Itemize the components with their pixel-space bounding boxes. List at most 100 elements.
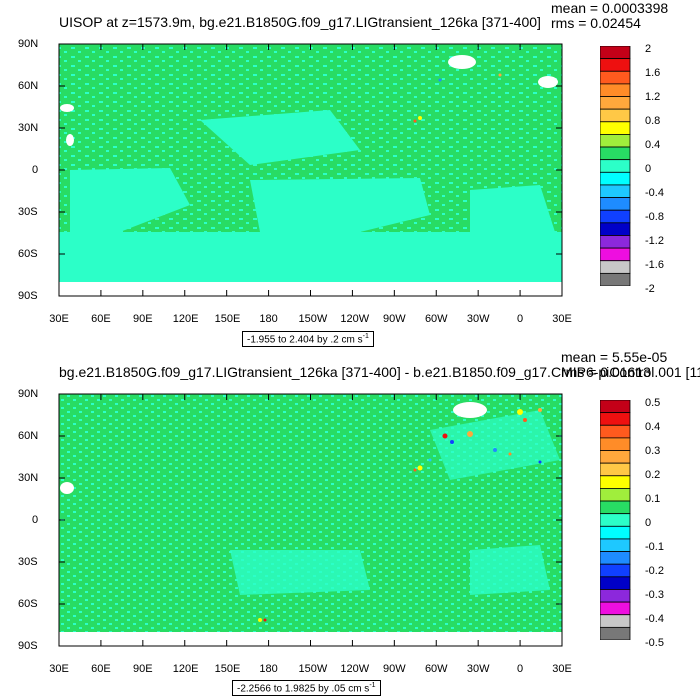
lon-label: 120W	[340, 663, 370, 675]
lon-label: 60E	[91, 663, 111, 675]
colorbar-swatch	[600, 184, 631, 198]
colorbar-swatch	[600, 235, 631, 249]
lon-label: 150W	[298, 663, 328, 675]
colorbar-label: 0.2	[645, 469, 661, 482]
colorbar-swatch	[600, 563, 631, 578]
lon-label: 90E	[133, 663, 153, 675]
colorbar-label: -2	[645, 283, 655, 296]
lat-label-60s: 60S	[18, 598, 38, 610]
colorbar-swatch	[600, 108, 631, 123]
colorbar-label: 0.1	[645, 493, 661, 506]
colorbar-swatch	[600, 209, 631, 224]
hudson-missing	[538, 76, 558, 88]
lat-label-30n: 30N	[18, 472, 39, 484]
lat-label-30s: 30S	[18, 556, 38, 568]
panel-2-mean: mean = 5.55e-05	[561, 349, 668, 365]
panel-1-title: UISOP at z=1573.9m, bg.e21.B1850G.f09_g1…	[59, 14, 541, 30]
lat-label-60s: 60S	[18, 248, 38, 260]
colorbar-swatch	[600, 46, 631, 60]
lon-label: 30E	[49, 663, 69, 675]
lon-label: 90E	[133, 313, 153, 325]
colorbar-swatch	[600, 424, 631, 439]
panel-2-range: -2.2566 to 1.9825 by .05 cm s-1	[232, 680, 381, 697]
colorbar-swatch	[600, 96, 631, 110]
colorbar-swatch	[600, 437, 631, 451]
colorbar-swatch	[600, 260, 631, 274]
colorbar-label: 0	[645, 163, 652, 176]
lat-label-90n: 90N	[18, 38, 39, 50]
colorbar-swatch	[600, 601, 631, 616]
lon-label: 0	[517, 663, 524, 675]
lon-label: 30W	[466, 663, 490, 675]
greenland-missing	[448, 55, 476, 69]
colorbar-swatch	[600, 462, 631, 477]
colorbar-swatch	[600, 400, 631, 414]
lon-label: 150W	[298, 313, 328, 325]
colorbar-label: 0.4	[645, 421, 661, 434]
colorbar-label: 0.8	[645, 115, 661, 128]
colorbar-label: -0.8	[645, 211, 664, 224]
lat-label-eq: 0	[32, 514, 39, 526]
greenland-missing	[453, 402, 487, 418]
lon-label: 60W	[424, 313, 448, 325]
colorbar-label: 0.4	[645, 139, 661, 152]
colorbar-swatch	[600, 614, 631, 628]
colorbar-swatch	[600, 70, 631, 85]
lat-label-90s: 90S	[18, 640, 38, 652]
lat-label-90n: 90N	[18, 388, 39, 400]
lat-label-30s: 30S	[18, 206, 38, 218]
colorbar-label: -0.1	[645, 541, 664, 554]
panel-1-rms: rms = 0.02454	[551, 15, 641, 31]
caspian-missing	[60, 482, 74, 494]
lon-label: 30W	[466, 313, 490, 325]
panel-2-colorbar	[600, 400, 631, 640]
colorbar-label: -0.4	[645, 613, 664, 626]
colorbar-swatch	[600, 589, 631, 603]
lon-label: 60W	[424, 663, 448, 675]
colorbar-label: -0.5	[645, 637, 664, 650]
colorbar-label: 0.5	[645, 397, 661, 410]
colorbar-label: 1.6	[645, 67, 661, 80]
lon-label: 30E	[552, 313, 572, 325]
lon-label: 120W	[340, 313, 370, 325]
colorbar-swatch	[600, 500, 631, 515]
colorbar-swatch	[600, 538, 631, 552]
panel-2-map	[58, 393, 563, 647]
lon-label: 30E	[552, 663, 572, 675]
panel-1-range: -1.955 to 2.404 by .2 cm s-1	[242, 331, 374, 348]
colorbar-swatch	[600, 525, 631, 540]
panel-1-colorbar	[600, 46, 631, 286]
lat-label-eq: 0	[32, 164, 39, 176]
north-atlantic-patch	[430, 410, 560, 480]
lat-label-60n: 60N	[18, 80, 39, 92]
south-atlantic-patch	[470, 545, 550, 595]
colorbar-label: 0	[645, 517, 652, 530]
colorbar-swatch	[600, 171, 631, 186]
caspian-missing	[60, 104, 74, 112]
lat-label-30n: 30N	[18, 122, 39, 134]
colorbar-label: 2	[645, 43, 652, 56]
colorbar-swatch	[600, 450, 631, 464]
lat-label-60n: 60N	[18, 430, 39, 442]
colorbar-swatch	[600, 121, 631, 135]
colorbar-swatch	[600, 475, 631, 489]
colorbar-swatch	[600, 488, 631, 502]
colorbar-swatch	[600, 159, 631, 173]
colorbar-swatch	[600, 222, 631, 236]
lon-label: 90W	[383, 313, 406, 325]
colorbar-label: -0.3	[645, 589, 664, 602]
lon-label: 60E	[91, 313, 111, 325]
colorbar-swatch	[600, 576, 631, 590]
lon-label: 30E	[49, 313, 69, 325]
colorbar-swatch	[600, 197, 631, 211]
lon-label: 150E	[214, 313, 241, 325]
panel-1-mean: mean = 0.0003398	[551, 0, 669, 16]
colorbar-swatch	[600, 247, 631, 262]
lon-label: 120E	[172, 663, 199, 675]
lon-label: 120E	[172, 313, 199, 325]
colorbar-label: -1.2	[645, 235, 664, 248]
colorbar-swatch	[600, 513, 631, 527]
panel-2-title: bg.e21.B1850G.f09_g17.LIGtransient_126ka…	[59, 364, 700, 380]
lon-label: 180	[259, 313, 278, 325]
colorbar-swatch	[600, 626, 631, 640]
